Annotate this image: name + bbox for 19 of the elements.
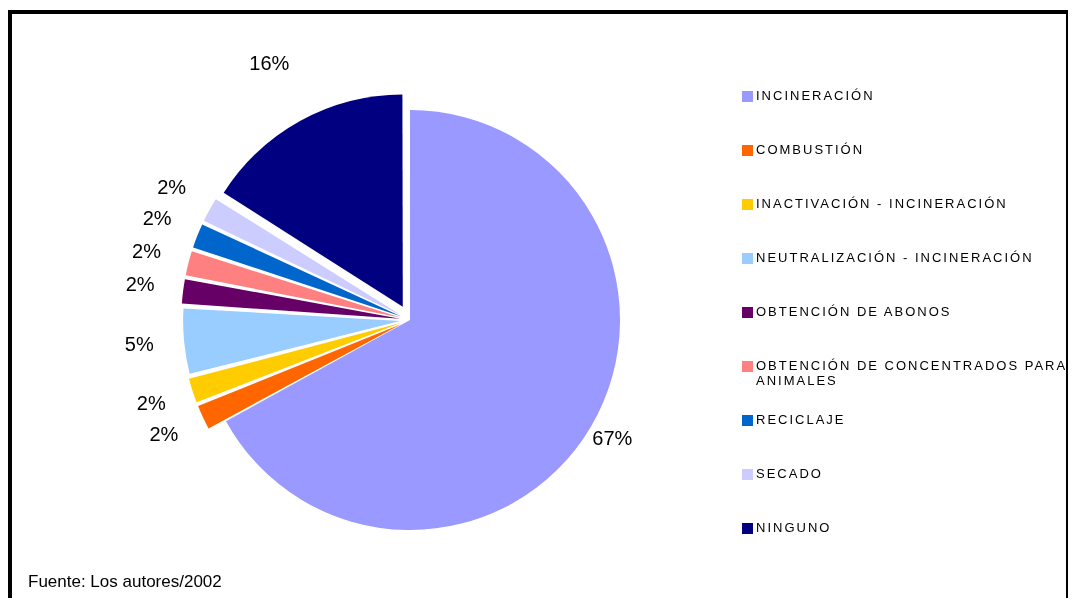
legend-label: INACTIVACIÓN - INCINERACIÓN bbox=[756, 196, 1008, 211]
data-label: 16% bbox=[249, 51, 290, 74]
data-label: 2% bbox=[149, 423, 179, 446]
source-note: Fuente: Los autores/2002 bbox=[28, 572, 222, 592]
legend-label: NEUTRALIZACIÓN - INCINERACIÓN bbox=[756, 250, 1034, 265]
data-label: 2% bbox=[142, 207, 172, 230]
legend-label: RECICLAJE bbox=[756, 412, 846, 427]
data-label: 5% bbox=[124, 333, 154, 356]
legend-label: OBTENCIÓN DE CONCENTRADOS PARA ANIMALES bbox=[756, 358, 1068, 388]
data-label: 67% bbox=[592, 427, 633, 450]
data-label: 2% bbox=[132, 239, 162, 262]
legend-label: NINGUNO bbox=[756, 520, 832, 535]
data-label: 2% bbox=[136, 391, 166, 414]
legend-label: OBTENCIÓN DE ABONOS bbox=[756, 304, 952, 319]
data-label: 2% bbox=[157, 176, 187, 199]
legend-label: COMBUSTIÓN bbox=[756, 142, 865, 157]
legend-label: SECADO bbox=[756, 466, 823, 481]
data-label: 2% bbox=[125, 273, 155, 296]
legend-label: INCINERACIÓN bbox=[756, 88, 875, 103]
